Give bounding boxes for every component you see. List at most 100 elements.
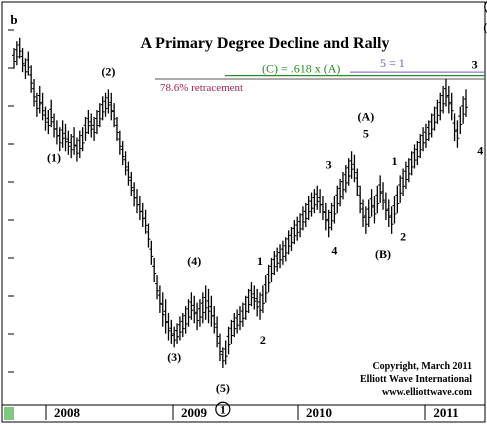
price-bar: [418, 134, 423, 159]
price-bar: [226, 326, 231, 355]
price-bar: [295, 216, 300, 241]
price-bar: [238, 306, 242, 331]
price-bar: [320, 196, 325, 221]
price-bar: [432, 106, 437, 131]
price-bar: [332, 196, 337, 224]
wave-label: 1: [391, 154, 397, 168]
wave-label: (C): [483, 20, 487, 34]
price-bar: [421, 127, 426, 152]
circled-wave-label: 1: [215, 401, 231, 417]
price-bar: [343, 165, 348, 193]
wave-label: (3): [167, 350, 181, 364]
price-bar: [114, 116, 119, 141]
price-bar: [155, 275, 160, 300]
price-bar: [146, 223, 151, 248]
price-bar: [203, 285, 208, 320]
price-bar: [349, 151, 354, 179]
price-bar: [366, 199, 371, 227]
price-bar: [129, 171, 134, 196]
wave-label: (2): [101, 65, 115, 79]
price-bar: [398, 175, 403, 203]
price-bar: [412, 144, 417, 169]
price-bar: [14, 41, 19, 66]
price-bar: [395, 185, 400, 214]
price-bar: [429, 113, 434, 138]
price-bar: [312, 189, 317, 214]
price-bar: [29, 65, 34, 93]
price-bar: [435, 99, 440, 124]
price-bar: [183, 306, 188, 334]
price-bar: [200, 292, 205, 324]
price-bar: [26, 51, 31, 76]
x-tick-label: 2010: [306, 405, 332, 420]
price-bar: [335, 185, 340, 214]
price-bar: [303, 202, 308, 227]
price-bar: [83, 116, 88, 141]
wave-label: 2: [260, 333, 266, 347]
x-tick-label: 2011: [433, 405, 458, 420]
wave-label: (5): [216, 381, 230, 395]
price-bar: [255, 288, 260, 317]
price-bar: [220, 347, 225, 368]
wave-label: 4: [477, 144, 483, 158]
price-bar: [355, 168, 360, 196]
price-bar: [260, 285, 265, 313]
price-bar: [409, 151, 414, 176]
wave-label: (1): [47, 151, 61, 165]
price-bar: [403, 161, 408, 190]
x-tick-label: 2008: [54, 405, 81, 420]
price-bar: [49, 99, 54, 128]
svg-text:1: 1: [220, 402, 226, 416]
reference-lines: 78.6% retracement (C) = .618 x (A) 5 = 1: [155, 56, 485, 94]
price-bar: [103, 92, 108, 117]
price-bar: [383, 192, 388, 221]
price-bar: [309, 192, 314, 217]
price-bar: [72, 127, 77, 155]
price-bar: [449, 92, 454, 121]
price-bar: [186, 299, 191, 327]
price-bar: [278, 244, 283, 269]
price-bar: [252, 285, 257, 310]
price-bar: [32, 79, 37, 107]
price-bar: [92, 116, 97, 141]
price-bar: [286, 230, 291, 255]
price-bar: [381, 182, 386, 210]
price-bar: [123, 151, 128, 176]
price-bar: [329, 202, 334, 231]
price-bar: [106, 89, 111, 114]
price-bar: [152, 257, 157, 282]
chart-title: A Primary Degree Decline and Rally: [141, 35, 390, 52]
scroll-thumb[interactable]: [4, 407, 14, 420]
five-equals-label: 5 = 1: [380, 56, 405, 70]
price-bar: [86, 110, 91, 135]
price-bar: [323, 202, 328, 231]
price-bar: [163, 299, 168, 334]
price-bar: [441, 85, 446, 114]
price-bar: [401, 168, 406, 196]
price-bar: [143, 209, 148, 234]
price-bar: [315, 185, 320, 210]
x-tick-label: 2009: [181, 405, 208, 420]
price-bar: [172, 326, 177, 348]
retracement-label: 78.6% retracement: [160, 82, 243, 94]
price-bar: [243, 295, 248, 320]
price-bar: [97, 103, 102, 128]
price-bar: [235, 309, 240, 334]
price-bar: [346, 158, 351, 186]
price-bar: [363, 206, 368, 234]
price-bar: [189, 292, 194, 320]
price-bar: [69, 134, 74, 159]
price-bar: [149, 240, 154, 265]
price-bar: [340, 171, 345, 200]
price-bar: [263, 275, 268, 303]
price-bar: [249, 282, 254, 307]
price-bar: [46, 110, 51, 135]
price-bar: [458, 106, 463, 135]
price-bar: [443, 79, 448, 107]
price-bar: [94, 110, 99, 135]
price-bar: [12, 48, 16, 69]
price-bar: [392, 196, 397, 224]
